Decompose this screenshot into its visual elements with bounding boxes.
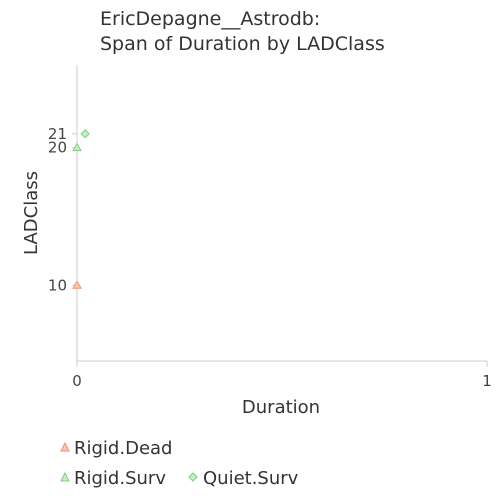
legend-item-rigid-dead[interactable]: Rigid.Dead: [61, 438, 172, 459]
x-tick-label: 0: [72, 372, 82, 390]
legend-label-rigid-dead: Rigid.Dead: [74, 438, 172, 459]
x-axis-title: Duration: [242, 397, 320, 418]
y-tick-label: 21: [48, 125, 67, 143]
y-axis-title: LADClass: [21, 171, 42, 255]
chart-title-line-1: EricDepagne__Astrodb:: [100, 8, 320, 30]
x-tick-label: 1: [482, 372, 492, 390]
data-point-quiet-surv[interactable]: [81, 130, 89, 138]
legend-label-rigid-surv: Rigid.Surv: [74, 468, 166, 489]
legend-marker-quiet-surv: [189, 473, 197, 481]
legend-marker-rigid-surv: [61, 473, 69, 481]
legend-item-rigid-surv[interactable]: Rigid.Surv: [61, 468, 166, 489]
chart-title-line-2: Span of Duration by LADClass: [100, 33, 385, 55]
legend-item-quiet-surv[interactable]: Quiet.Surv: [189, 468, 299, 489]
legend: Rigid.Dead Rigid.Surv Quiet.Surv: [61, 438, 299, 489]
data-points: [73, 130, 89, 288]
legend-marker-rigid-dead: [61, 443, 69, 451]
y-tick-label: 10: [48, 276, 67, 294]
legend-label-quiet-surv: Quiet.Surv: [203, 468, 299, 489]
